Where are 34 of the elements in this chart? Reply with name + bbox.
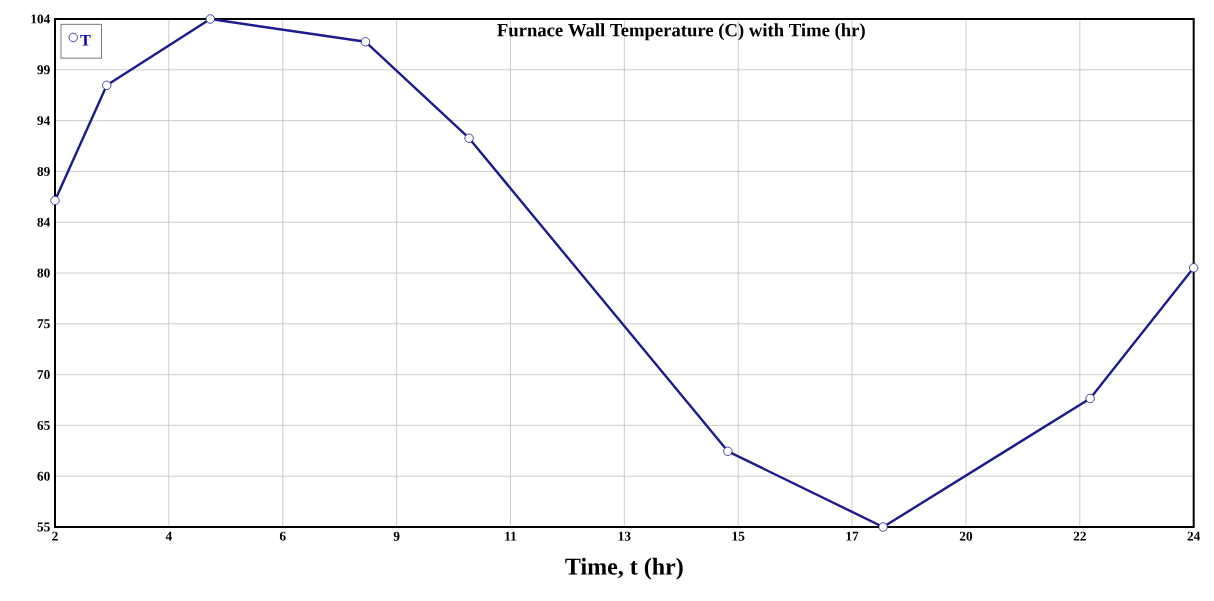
x-tick-label: 17 xyxy=(846,531,859,541)
point xyxy=(50,195,60,206)
x-tick-label: 2 xyxy=(52,531,58,541)
x-tick-label: 20 xyxy=(959,531,973,541)
y-tick-label: 55 xyxy=(37,522,50,532)
y-tick-label: 104 xyxy=(31,14,51,24)
y-tick-label: 84 xyxy=(37,217,51,227)
y-tick-label: 60 xyxy=(37,471,50,481)
y-tick-label: 80 xyxy=(37,268,50,278)
point xyxy=(1085,393,1095,404)
x-tick-label: 13 xyxy=(618,531,631,541)
x-tick-label: 22 xyxy=(1073,531,1086,541)
x-tick-label: 4 xyxy=(165,531,172,541)
y-tick-label: 70 xyxy=(37,370,50,380)
x-tick-label: 6 xyxy=(279,531,286,541)
y-tick-label: 89 xyxy=(37,166,50,176)
point xyxy=(878,522,888,532)
point xyxy=(205,14,215,24)
point xyxy=(102,80,112,91)
legend-label: T xyxy=(80,35,91,46)
x-tick-label: 9 xyxy=(393,531,400,541)
y-tick-label: 75 xyxy=(37,319,50,329)
point xyxy=(360,37,371,47)
y-tick-label: 65 xyxy=(37,420,50,430)
x-tick-label: 15 xyxy=(732,531,745,541)
x-tick-label: 24 xyxy=(1187,531,1201,541)
point xyxy=(1189,263,1199,273)
point xyxy=(464,133,474,143)
point xyxy=(723,446,733,456)
y-tick-label: 99 xyxy=(37,65,50,75)
x-axis-title: Time, t (hr) xyxy=(565,557,683,580)
x-tick-label: 11 xyxy=(505,531,517,541)
y-tick-label: 94 xyxy=(37,116,51,126)
chart-title: Furnace Wall Temperature (C) with Time (hr) xyxy=(497,23,865,41)
